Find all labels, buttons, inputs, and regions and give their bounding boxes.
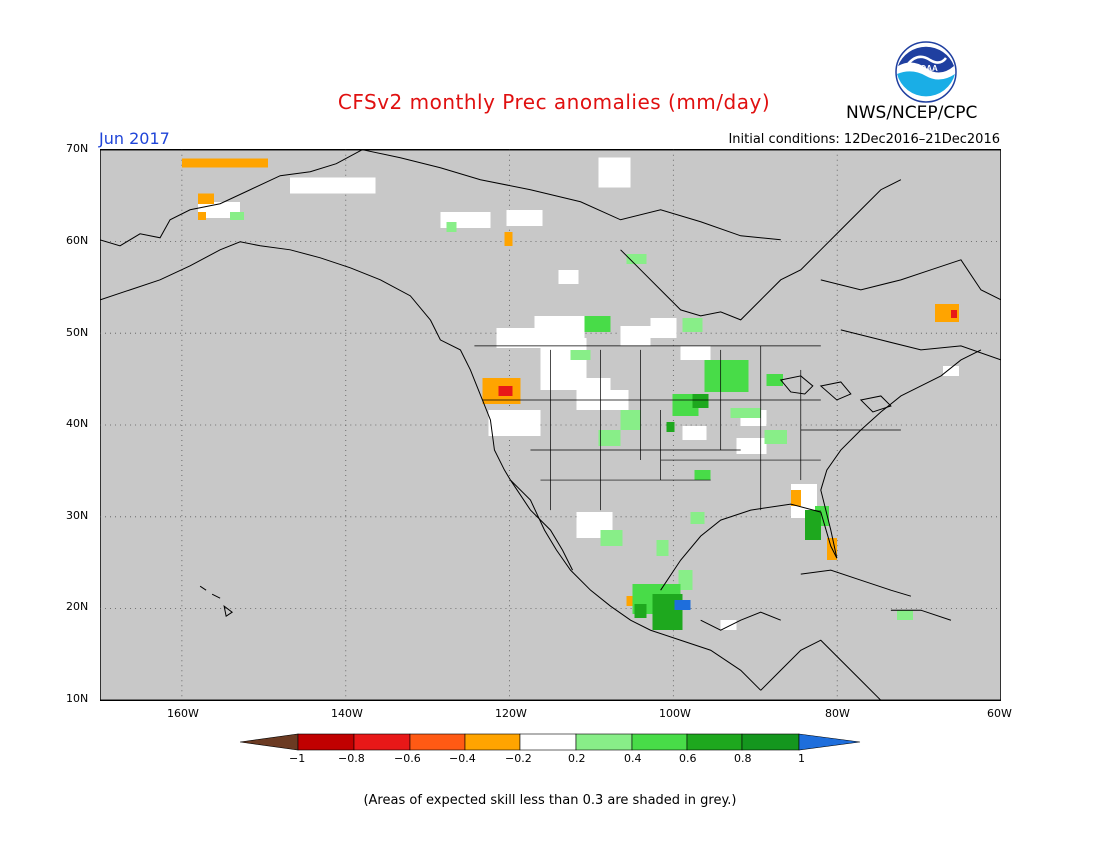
noaa-logo: NOAA — [894, 40, 958, 104]
colorbar-label: 0.6 — [679, 752, 697, 765]
agency-label: NWS/NCEP/CPC — [846, 103, 977, 123]
lon-label-60w: 60W — [987, 707, 1012, 720]
lon-label-100w: 100W — [659, 707, 691, 720]
lon-label-140w: 140W — [331, 707, 363, 720]
colorbar-label: −0.2 — [505, 752, 532, 765]
colorbar-label: 0.8 — [734, 752, 752, 765]
colorbar-arrow-left — [240, 734, 298, 750]
lat-label-50n: 50N — [66, 326, 88, 339]
anomaly-map — [100, 149, 1001, 701]
lat-label-20n: 20N — [66, 600, 88, 613]
colorbar-label: 0.2 — [568, 752, 586, 765]
lat-label-40n: 40N — [66, 417, 88, 430]
skill-footnote: (Areas of expected skill less than 0.3 a… — [0, 793, 1100, 808]
forecast-month: Jun 2017 — [99, 129, 170, 148]
lon-label-120w: 120W — [495, 707, 527, 720]
lat-label-30n: 30N — [66, 509, 88, 522]
initial-conditions: Initial conditions: 12Dec2016–21Dec2016 — [728, 132, 1000, 147]
lon-label-160w: 160W — [167, 707, 199, 720]
colorbar-label: 0.4 — [624, 752, 642, 765]
lat-label-70n: 70N — [66, 142, 88, 155]
colorbar-label: −0.8 — [338, 752, 365, 765]
colorbar-arrow-right — [799, 734, 860, 750]
colorbar-label: −0.4 — [449, 752, 476, 765]
colorbar-label: −1 — [289, 752, 305, 765]
colorbar-label: −0.6 — [394, 752, 421, 765]
lon-label-80w: 80W — [825, 707, 850, 720]
colorbar-label: 1 — [798, 752, 805, 765]
logo-text: NOAA — [914, 64, 938, 73]
lat-label-10n: 10N — [66, 692, 88, 705]
colorbar — [240, 733, 862, 751]
lat-label-60n: 60N — [66, 234, 88, 247]
